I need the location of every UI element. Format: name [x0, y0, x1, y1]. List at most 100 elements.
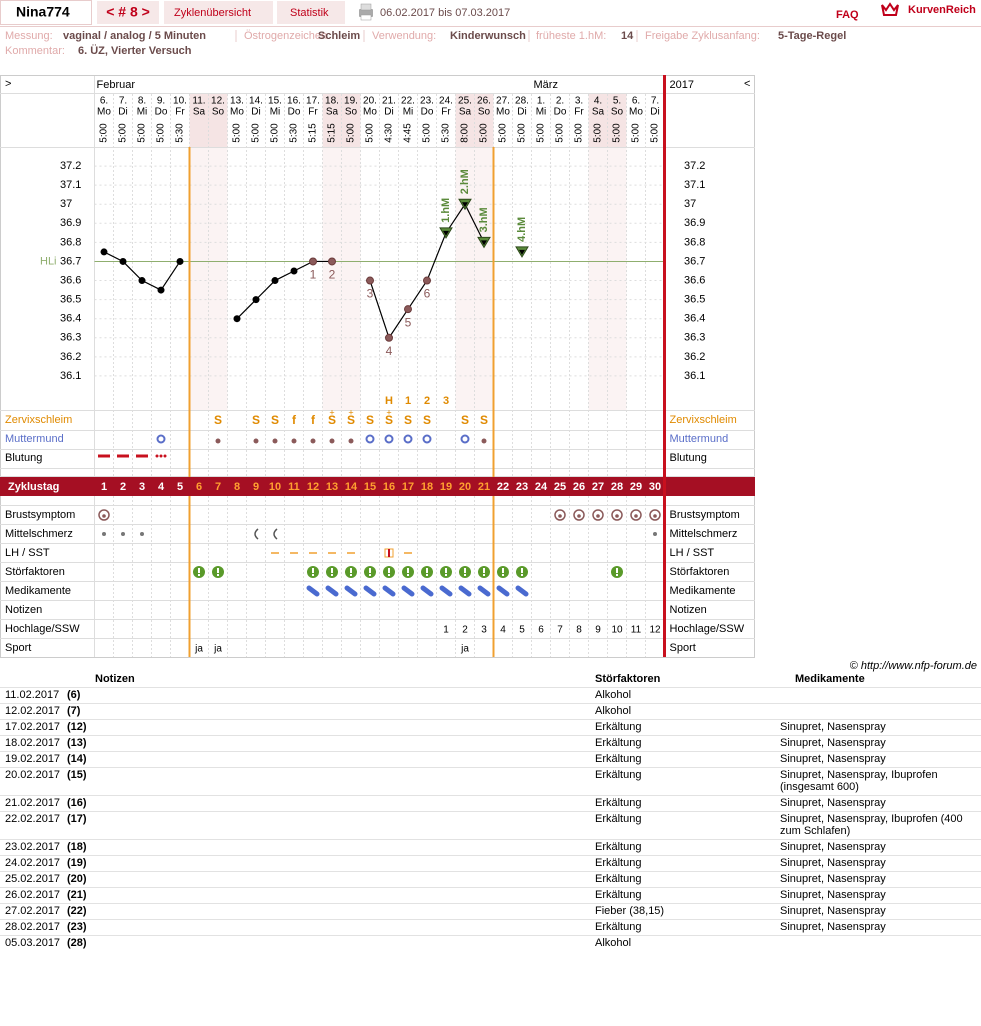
- brand-icon: [881, 2, 899, 16]
- table-row: 28.02.2017 (23) Erkältung Sinupret, Nasensp…: [0, 919, 981, 936]
- time-label: 5:00: [270, 123, 281, 143]
- row-meds: [780, 687, 981, 704]
- row-day: (13): [67, 735, 95, 752]
- pain-icon: [653, 532, 657, 536]
- nav-right: <: [744, 78, 750, 90]
- hm-label: 4.hM: [516, 217, 528, 242]
- weekday-label: Sa: [326, 107, 339, 118]
- y-tick-label: 36.4: [684, 313, 705, 325]
- time-label: 4:30: [384, 123, 395, 143]
- temperature-point: [100, 248, 108, 256]
- faq-link[interactable]: FAQ: [836, 9, 859, 21]
- date-label: 6.: [100, 96, 108, 107]
- hm-marker-dot: [462, 202, 468, 208]
- hochlage-cell: 9: [595, 625, 601, 636]
- y-tick-label: 37.2: [684, 160, 705, 172]
- tab-box[interactable]: [277, 1, 345, 24]
- row-date: 17.02.2017: [0, 719, 67, 736]
- nav-left: >: [5, 78, 11, 90]
- row-label: Notizen: [670, 604, 707, 616]
- pill-icon: [382, 585, 396, 597]
- row-notes: [95, 839, 595, 856]
- disturb-icon: [407, 568, 409, 573]
- mucus-symbol: S: [271, 413, 279, 427]
- disturb-icon: [388, 568, 390, 573]
- pill-icon: [439, 585, 453, 597]
- y-tick-label: 36.8: [684, 236, 705, 248]
- cervix-icon: [365, 434, 375, 444]
- weekend-shade: [607, 147, 627, 410]
- row-disturb: Alkohol: [595, 935, 780, 951]
- time-label: 5:00: [574, 123, 585, 143]
- breast-icon: [634, 514, 638, 518]
- time-label: 5:00: [422, 123, 433, 143]
- row-label: Notizen: [5, 604, 42, 616]
- pain-icon: [140, 532, 144, 536]
- row-notes: [95, 735, 595, 752]
- hochlage-cell: 2: [462, 625, 468, 636]
- time-label: 5:00: [631, 123, 642, 143]
- print-icon[interactable]: [359, 3, 373, 21]
- temperature-point: [404, 305, 412, 314]
- tab-box[interactable]: [164, 1, 273, 24]
- date-label: 8.: [138, 96, 146, 107]
- cycle-day: 7: [215, 481, 221, 493]
- pill-icon: [458, 585, 472, 597]
- tab-stats[interactable]: Statistik: [290, 7, 329, 19]
- row-day: (15): [67, 767, 95, 796]
- time-label: 5:00: [593, 123, 604, 143]
- table-row: 22.02.2017 (17) Erkältung Sinupret, Nasensp…: [0, 811, 981, 840]
- y-tick-label: 36.2: [684, 351, 705, 363]
- row-label: Brustsymptom: [5, 509, 75, 521]
- date-label: 17.: [306, 96, 320, 107]
- table-row: 18.02.2017 (13) Erkältung Sinupret, Nasensp…: [0, 735, 981, 752]
- cycle-day: 12: [307, 481, 319, 493]
- cycle-day: 24: [535, 481, 548, 493]
- row-date: 22.02.2017: [0, 811, 67, 840]
- row-meds: Sinupret, Nasenspray: [780, 719, 981, 736]
- row-meds: [780, 935, 981, 951]
- pill-icon: [420, 585, 434, 597]
- low-count-label: 4: [386, 344, 393, 358]
- y-tick-label: 36.9: [684, 217, 705, 229]
- header-notes: Notizen: [95, 673, 135, 685]
- info-label: Verwendung:: [372, 30, 436, 42]
- weekday-label: So: [345, 107, 358, 118]
- row-label: Muttermund: [5, 433, 64, 445]
- pill-icon: [325, 585, 339, 597]
- weekday-label: Do: [421, 107, 434, 118]
- row-meds: Sinupret, Nasenspray, Ibuprofen (400 zum…: [780, 811, 981, 840]
- disturb-icon: [217, 574, 219, 576]
- disturb-icon: [521, 574, 523, 576]
- mucus-symbol: S: [347, 413, 355, 427]
- year-label: 2017: [670, 79, 694, 91]
- tab-overview[interactable]: Zyklenübersicht: [174, 7, 251, 19]
- y-tick-label: 36.3: [684, 332, 705, 344]
- mucus-symbol: S: [366, 413, 374, 427]
- chart-sheet: Nina774 < # 8 > Zyklenübersicht Statisti…: [0, 0, 981, 658]
- row-meds: Sinupret, Nasenspray: [780, 871, 981, 888]
- cervix-icon: [348, 438, 354, 444]
- time-label: 5:00: [365, 123, 376, 143]
- month-label: März: [534, 79, 558, 91]
- weekday-label: Mi: [270, 107, 281, 118]
- pill-icon: [477, 585, 491, 597]
- info-labels: Messung: Östrogenzeichen: Verwendung: fr…: [5, 30, 760, 57]
- row-disturb: Erkältung: [595, 795, 780, 812]
- cycle-nav[interactable]: < # 8 >: [106, 4, 150, 20]
- user-box: [0, 0, 92, 25]
- month-label: Februar: [97, 79, 136, 91]
- date-label: 2.: [556, 96, 564, 107]
- weekend-shade: [208, 94, 228, 147]
- hochlage-cell: 5: [519, 625, 525, 636]
- time-label: 5:00: [99, 123, 110, 143]
- time-label: 8:00: [460, 123, 471, 143]
- brand-name[interactable]: KurvenReich: [908, 4, 976, 16]
- date-label: 19.: [344, 96, 358, 107]
- breast-icon: [577, 514, 581, 518]
- y-tick-label: 36.1: [60, 370, 81, 382]
- pain-icon: [273, 528, 278, 540]
- cycle-nav-box[interactable]: [97, 1, 159, 24]
- row-label: Blutung: [670, 452, 707, 464]
- time-label: 5:00: [137, 123, 148, 143]
